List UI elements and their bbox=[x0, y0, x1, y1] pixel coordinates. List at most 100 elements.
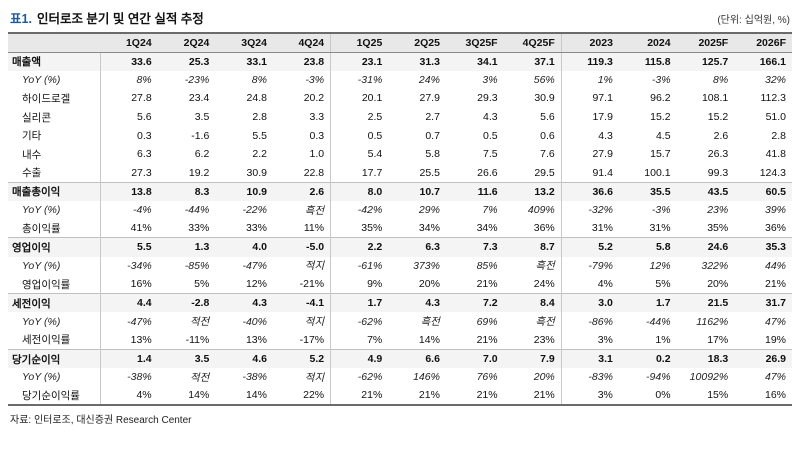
row-label: YoY (%) bbox=[8, 200, 101, 220]
cell: 29% bbox=[418, 204, 440, 217]
cell: 12% bbox=[649, 259, 671, 272]
cell: 21% bbox=[476, 278, 498, 291]
cell: 16% bbox=[734, 386, 792, 407]
cell: 1.0 bbox=[309, 148, 325, 161]
cell: 3% bbox=[560, 330, 619, 350]
cell: 20.1 bbox=[330, 89, 389, 108]
cell: 5.5 bbox=[100, 237, 158, 257]
cell: -5.0 bbox=[272, 237, 331, 257]
cell: 373% bbox=[413, 259, 440, 272]
cell: 37.1 bbox=[503, 51, 562, 71]
cell: 0.3 bbox=[309, 129, 325, 142]
cell: -34% bbox=[127, 259, 152, 272]
cell: 11.6 bbox=[445, 181, 504, 201]
cell: 27.3 bbox=[131, 166, 152, 179]
table-row: 매출액 33.6 25.3 33.1 23.8 23.1 31.3 34.1 37.1 119.3… bbox=[8, 51, 792, 71]
table-header-row: 1Q24 2Q24 3Q24 4Q24 1Q25 2Q25 3Q25F 4Q25F 2023 20… bbox=[8, 32, 792, 53]
cell: 7.3 bbox=[445, 237, 504, 257]
cell: 10.7 bbox=[388, 181, 446, 201]
table-row: YoY (%) -47% 적전 -40% 적지 -62% 흑전 69% 흑전 -86% -44% 11… bbox=[8, 312, 792, 331]
row-label: 내수 bbox=[8, 144, 101, 164]
cell: -4% bbox=[132, 204, 152, 217]
cell: 0.5 bbox=[482, 129, 498, 142]
row-label: 수출 bbox=[8, 163, 101, 183]
cell: -1.6 bbox=[191, 129, 210, 142]
cell: 30.9 bbox=[246, 166, 267, 179]
cell: 26.9 bbox=[734, 349, 792, 369]
cell: 31% bbox=[560, 219, 619, 238]
cell: 44% bbox=[764, 259, 786, 272]
cell: 5.8 bbox=[425, 148, 440, 161]
cell: 21% bbox=[330, 386, 389, 407]
cell: 1% bbox=[655, 333, 671, 346]
cell: 23.8 bbox=[272, 51, 331, 71]
page-title: 인터로조 분기 및 연간 실적 추정 bbox=[36, 12, 204, 26]
table-row: 세전이익률 13% -11% 13% -17% 7% 14% 21% 23% 3% 1% 17% 19% bbox=[8, 330, 792, 350]
cell: 2.8 bbox=[252, 111, 267, 124]
cell: 3.1 bbox=[560, 349, 619, 369]
row-label: 기타 bbox=[8, 126, 101, 145]
row-label: 영업이익률 bbox=[8, 275, 101, 294]
header-cell: 2Q24 bbox=[157, 32, 216, 53]
cell: 409% bbox=[527, 204, 555, 217]
cell: 7% bbox=[482, 204, 498, 217]
cell: 21% bbox=[764, 278, 786, 291]
cell: -47% bbox=[127, 315, 152, 328]
table-number: 표1. bbox=[10, 12, 32, 26]
cell: 15.2 bbox=[650, 111, 671, 124]
table-body: 매출액 33.6 25.3 33.1 23.8 23.1 31.3 34.1 37.1 119.3… bbox=[8, 51, 792, 407]
cell: 4.0 bbox=[215, 237, 273, 257]
cell: -17% bbox=[299, 333, 325, 346]
header-cell: 3Q25F bbox=[445, 32, 504, 53]
cell: 1.7 bbox=[618, 293, 677, 313]
cell: 31.7 bbox=[734, 293, 792, 313]
source-note: 자료: 인터로조, 대신증권 Research Center bbox=[10, 415, 192, 427]
cell: 적지 bbox=[304, 316, 325, 329]
cell: 35% bbox=[707, 222, 729, 235]
table-row: 수출 27.3 19.2 30.9 22.8 17.7 25.5 26.6 29.5 91.4 10… bbox=[8, 163, 792, 183]
cell: 33% bbox=[245, 222, 267, 235]
row-label: YoY (%) bbox=[8, 70, 101, 90]
cell: 34% bbox=[476, 222, 498, 235]
cell: 33.1 bbox=[215, 51, 273, 71]
cell: 4.5 bbox=[655, 129, 671, 142]
cell: 35.3 bbox=[734, 237, 792, 257]
cell: 12% bbox=[245, 278, 267, 291]
cell: 8% bbox=[713, 73, 729, 86]
cell: 27.9 bbox=[419, 92, 440, 105]
cell: 적전 bbox=[189, 371, 210, 384]
cell: 15% bbox=[676, 386, 735, 407]
cell: 20% bbox=[418, 278, 440, 291]
cell: 115.8 bbox=[618, 51, 677, 71]
cell: -23% bbox=[184, 73, 210, 86]
table-row: 당기순이익 1.4 3.5 4.6 5.2 4.9 6.6 7.0 7.9 3.1 0.2 18.3 2… bbox=[8, 349, 792, 369]
cell: 5.5 bbox=[252, 129, 267, 142]
cell: -21% bbox=[299, 278, 325, 291]
cell: 27.9 bbox=[560, 144, 619, 164]
cell: 1% bbox=[560, 70, 619, 90]
cell: 17.7 bbox=[330, 163, 389, 183]
cell: -62% bbox=[330, 368, 389, 387]
cell: 4.3 bbox=[560, 126, 619, 145]
cell: 91.4 bbox=[560, 163, 619, 183]
cell: -94% bbox=[646, 371, 671, 384]
cell: 1.4 bbox=[100, 349, 158, 369]
cell: 33% bbox=[188, 222, 210, 235]
cell: 21% bbox=[388, 386, 446, 407]
cell: 35% bbox=[330, 219, 389, 238]
table-row: 영업이익 5.5 1.3 4.0 -5.0 2.2 6.3 7.3 8.7 5.2 5.8 24.6 3… bbox=[8, 237, 792, 257]
cell: 124.3 bbox=[759, 166, 786, 179]
cell: 8.4 bbox=[503, 293, 562, 313]
cell: 36% bbox=[764, 222, 786, 235]
cell: 21% bbox=[445, 386, 504, 407]
cell: 8.3 bbox=[157, 181, 216, 201]
cell: 0.5 bbox=[330, 126, 389, 145]
cell: 23.4 bbox=[188, 92, 210, 105]
cell: 26.6 bbox=[477, 166, 498, 179]
cell: -61% bbox=[330, 256, 389, 276]
row-label: 실리콘 bbox=[8, 107, 101, 127]
cell: -79% bbox=[560, 256, 619, 276]
cell: 31.3 bbox=[388, 51, 446, 71]
cell: 29.3 bbox=[477, 92, 498, 105]
cell: 5% bbox=[194, 278, 210, 291]
